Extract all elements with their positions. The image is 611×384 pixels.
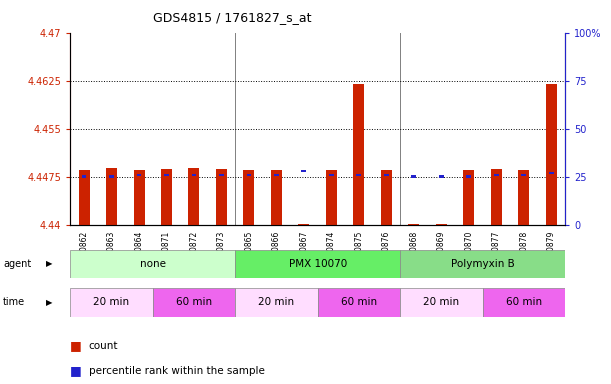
Bar [326,170,337,225]
Bar [79,170,90,225]
Bar [318,288,400,317]
Bar [153,288,235,317]
Bar [271,170,282,225]
Bar [299,224,310,225]
Text: GDS4815 / 1761827_s_at: GDS4815 / 1761827_s_at [153,11,312,24]
Text: time: time [3,297,25,308]
Bar [81,175,87,178]
Bar [161,169,172,225]
Bar [164,174,169,176]
Bar [491,169,502,225]
Bar [400,250,565,278]
Bar [519,170,529,225]
Bar [274,174,279,176]
Bar [409,224,420,225]
Bar [189,168,200,225]
Text: 20 min: 20 min [423,297,459,308]
Bar [70,288,153,317]
Text: count: count [89,341,118,351]
Bar [439,175,444,178]
Text: PMX 10070: PMX 10070 [288,259,347,269]
Bar [381,170,392,225]
Bar [301,170,307,172]
Bar [109,175,114,178]
Bar [246,174,252,176]
Bar [521,174,527,176]
Bar [411,175,417,178]
Bar [464,170,475,225]
Bar [235,250,400,278]
Bar [436,224,447,225]
Text: 60 min: 60 min [506,297,542,308]
Text: 60 min: 60 min [341,297,377,308]
Text: percentile rank within the sample: percentile rank within the sample [89,366,265,376]
Bar [356,174,362,176]
Bar [384,174,389,176]
Bar [549,172,554,174]
Text: ■: ■ [70,339,82,352]
Bar [235,288,318,317]
Text: ▶: ▶ [46,260,53,268]
Bar [219,174,224,176]
Bar [136,174,142,176]
Bar [400,288,483,317]
Text: agent: agent [3,259,31,269]
Bar [134,170,145,225]
Bar [70,250,235,278]
Text: ▶: ▶ [46,298,53,307]
Text: Polymyxin B: Polymyxin B [451,259,514,269]
Bar [329,174,334,176]
Bar [483,288,565,317]
Bar [191,174,197,176]
Bar [244,170,255,225]
Text: 60 min: 60 min [176,297,212,308]
Text: ■: ■ [70,364,82,377]
Bar [216,169,227,225]
Text: none: none [140,259,166,269]
Bar [466,175,472,178]
Bar [354,84,365,225]
Bar [546,84,557,225]
Text: 20 min: 20 min [258,297,295,308]
Bar [494,174,499,176]
Bar [106,168,117,225]
Text: 20 min: 20 min [93,297,130,308]
